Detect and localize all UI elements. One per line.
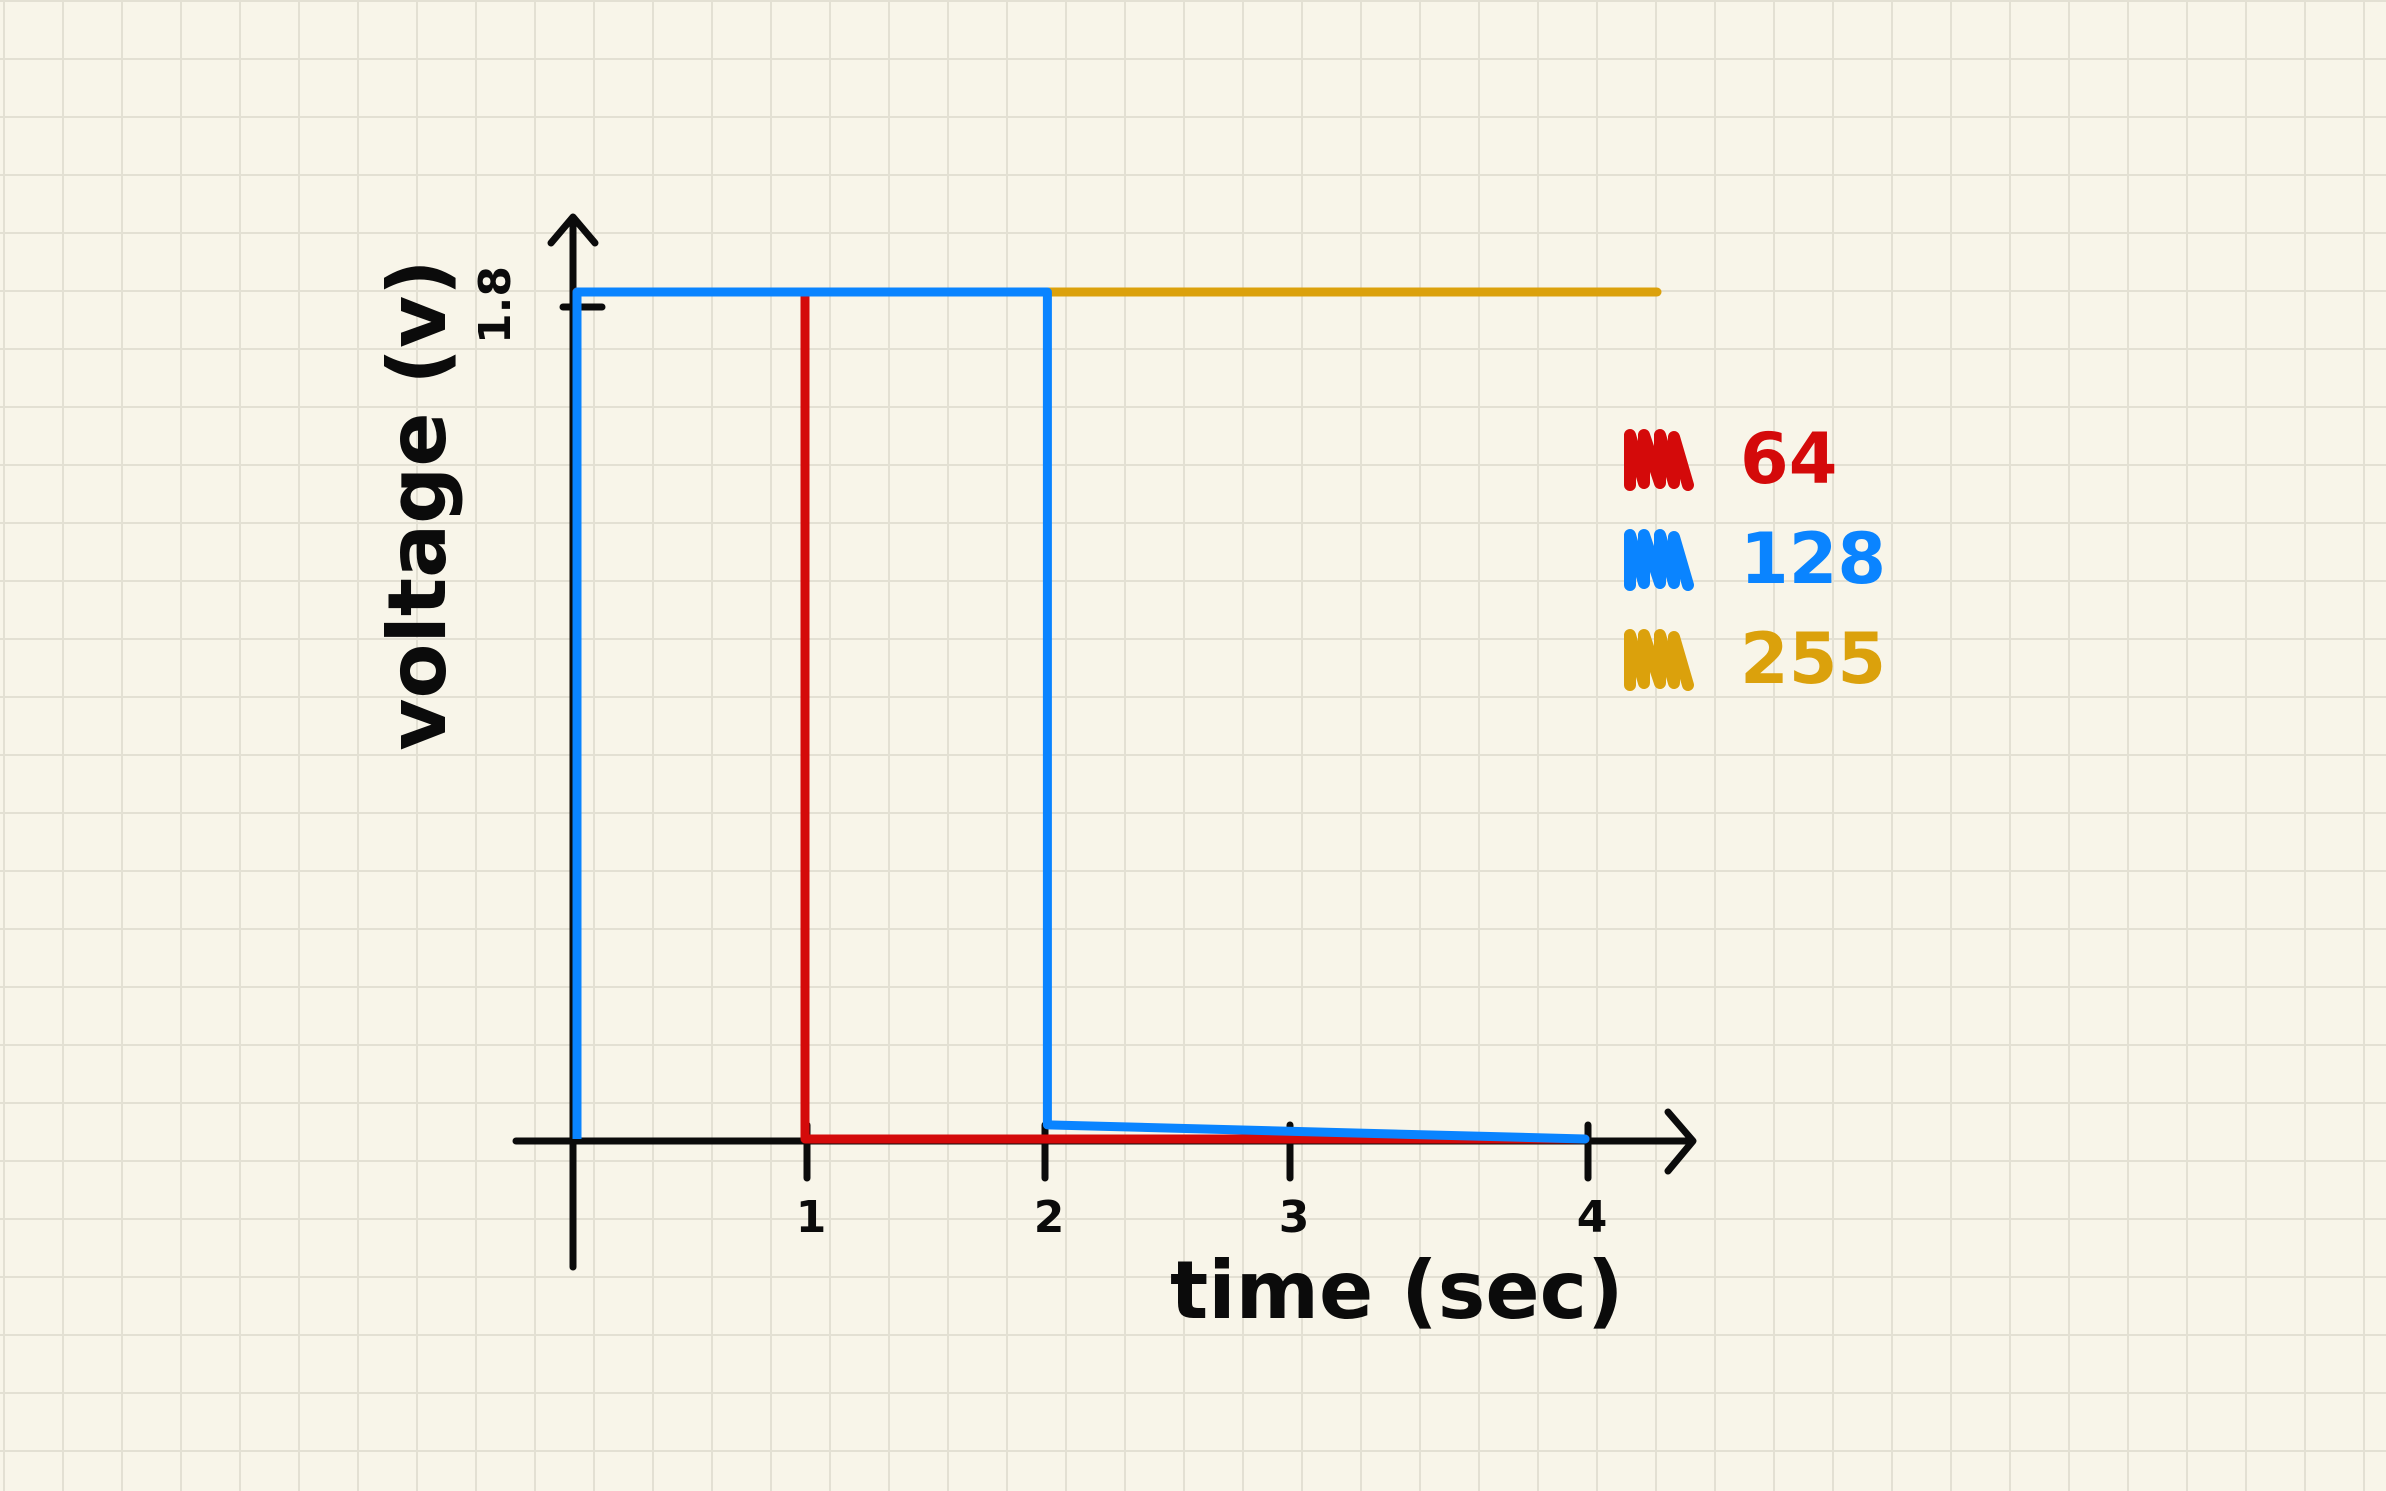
- x-tick-label-1: 1: [796, 1192, 827, 1243]
- legend-swatch-128: [1624, 529, 1694, 591]
- x-tick-labels: 1 2 3 4: [796, 1192, 1608, 1243]
- x-axis-arrow: [1664, 1108, 1697, 1175]
- series-line-64: [572, 287, 1590, 1144]
- series-line-128: [572, 287, 1590, 1144]
- series-lines: [572, 287, 1662, 1144]
- x-tick-label-4: 4: [1577, 1192, 1608, 1243]
- legend-label-128: 128: [1740, 518, 1886, 600]
- legend-swatch-64: [1624, 429, 1694, 491]
- x-tick-label-3: 3: [1279, 1192, 1310, 1243]
- y-axis-arrow: [547, 213, 599, 247]
- legend: 64 128 255: [1624, 418, 1886, 700]
- x-tick-label-2: 2: [1034, 1192, 1065, 1243]
- y-tick-label: 1.8: [470, 266, 521, 344]
- axes: [512, 213, 1697, 1271]
- legend-label-64: 64: [1740, 418, 1837, 500]
- legend-swatch-255: [1624, 629, 1694, 691]
- x-axis-title: time (sec): [1170, 1244, 1624, 1337]
- legend-label-255: 255: [1740, 618, 1886, 700]
- y-axis-title: voltage (v): [371, 259, 464, 750]
